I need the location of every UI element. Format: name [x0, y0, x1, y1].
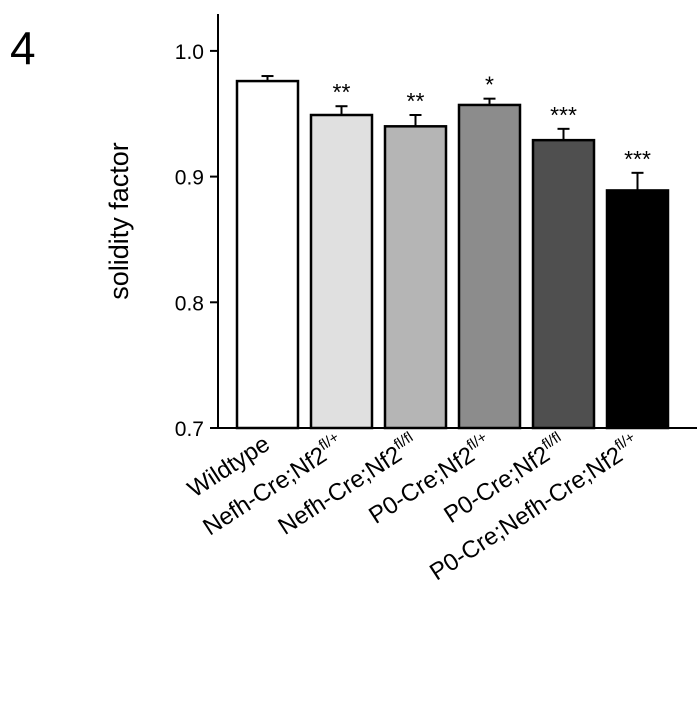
significance-marker: ***: [624, 146, 651, 172]
bar: [235, 79, 300, 430]
y-tick-label: 0.9: [175, 167, 204, 190]
significance-marker: **: [407, 88, 425, 114]
bar: [531, 138, 596, 430]
y-axis-label: solidity factor: [104, 142, 134, 300]
bar: [457, 103, 522, 430]
bar: [605, 189, 670, 430]
significance-marker: *: [485, 72, 494, 98]
y-tick-label: 0.8: [175, 292, 204, 315]
panel-label: 4: [10, 22, 36, 74]
y-tick-label: 0.7: [175, 418, 204, 441]
significance-marker: ***: [550, 102, 577, 128]
plot-area: 0.70.80.91.0Wildtype**Nefh-Cre;Nf2fl/+**…: [175, 14, 697, 586]
y-tick-label: 1.0: [175, 41, 204, 64]
significance-marker: **: [333, 79, 351, 105]
x-tick-label: P0-Cre;Nf2fl/+: [363, 429, 497, 530]
bar: [383, 125, 448, 430]
bar: [309, 113, 374, 430]
